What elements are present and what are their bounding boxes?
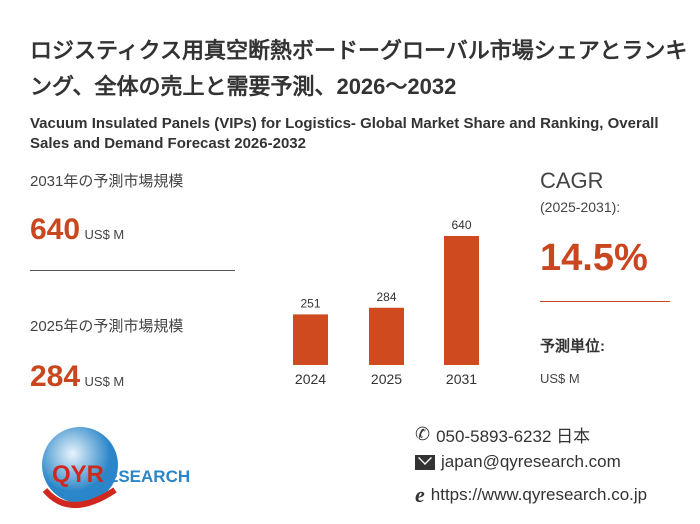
phone-icon: ✆ <box>415 424 431 444</box>
page-title: ロジスティクス用真空断熱ボードーグローバル市場シェアとランキング、全体の売上と需… <box>30 38 688 99</box>
page-subtitle: Vacuum Insulated Panels (VIPs) for Logis… <box>30 115 659 152</box>
label-2025: 2025年の予測市場規模 <box>30 318 184 335</box>
value-2025-block: 284 US$ M <box>30 360 124 394</box>
category-label-2025: 2025 <box>371 371 402 387</box>
cagr-divider <box>540 301 670 302</box>
unit-2025: US$ M <box>84 374 125 389</box>
value-2031-block: 640 US$ M <box>30 213 124 247</box>
data-label-2025: 284 <box>376 290 396 304</box>
contact-email[interactable]: japan@qyresearch.com <box>415 450 621 472</box>
unit-label: 予測単位: <box>540 338 605 355</box>
website-link[interactable]: https://www.qyresearch.co.jp <box>430 485 648 504</box>
cagr-label: CAGR <box>540 168 604 193</box>
bar-2025 <box>369 307 404 365</box>
svg-text:ESEARCH: ESEARCH <box>107 467 190 486</box>
data-label-2024: 251 <box>300 296 320 310</box>
contact-phone: ✆ 050-5893-6232 日本 <box>415 422 590 447</box>
label-2031: 2031年の予測市場規模 <box>30 173 184 190</box>
data-label-2031: 640 <box>451 218 471 232</box>
divider <box>30 270 235 271</box>
phone-text: 050-5893-6232 日本 <box>436 427 591 446</box>
unit-value: US$ M <box>540 371 580 386</box>
bar-2024 <box>293 314 328 365</box>
bar-chart: 251 2024 284 2025 640 2031 <box>293 218 479 387</box>
email-link[interactable]: japan@qyresearch.com <box>441 452 621 471</box>
contact-web[interactable]: e https://www.qyresearch.co.jp <box>415 482 647 508</box>
value-2031: 640 <box>30 213 81 246</box>
unit-2031: US$ M <box>84 227 125 242</box>
category-label-2024: 2024 <box>295 371 326 387</box>
cagr-period: (2025-2031): <box>540 199 621 215</box>
category-label-2031: 2031 <box>446 371 477 387</box>
cagr-value: 14.5% <box>540 237 648 279</box>
value-2025: 284 <box>30 360 81 393</box>
bar-2031 <box>444 236 479 365</box>
svg-text:QYR: QYR <box>52 461 104 488</box>
qyresearch-logo: QYR ESEARCH <box>30 420 200 515</box>
mail-icon <box>415 450 435 470</box>
ie-browser-icon: e <box>415 482 425 507</box>
